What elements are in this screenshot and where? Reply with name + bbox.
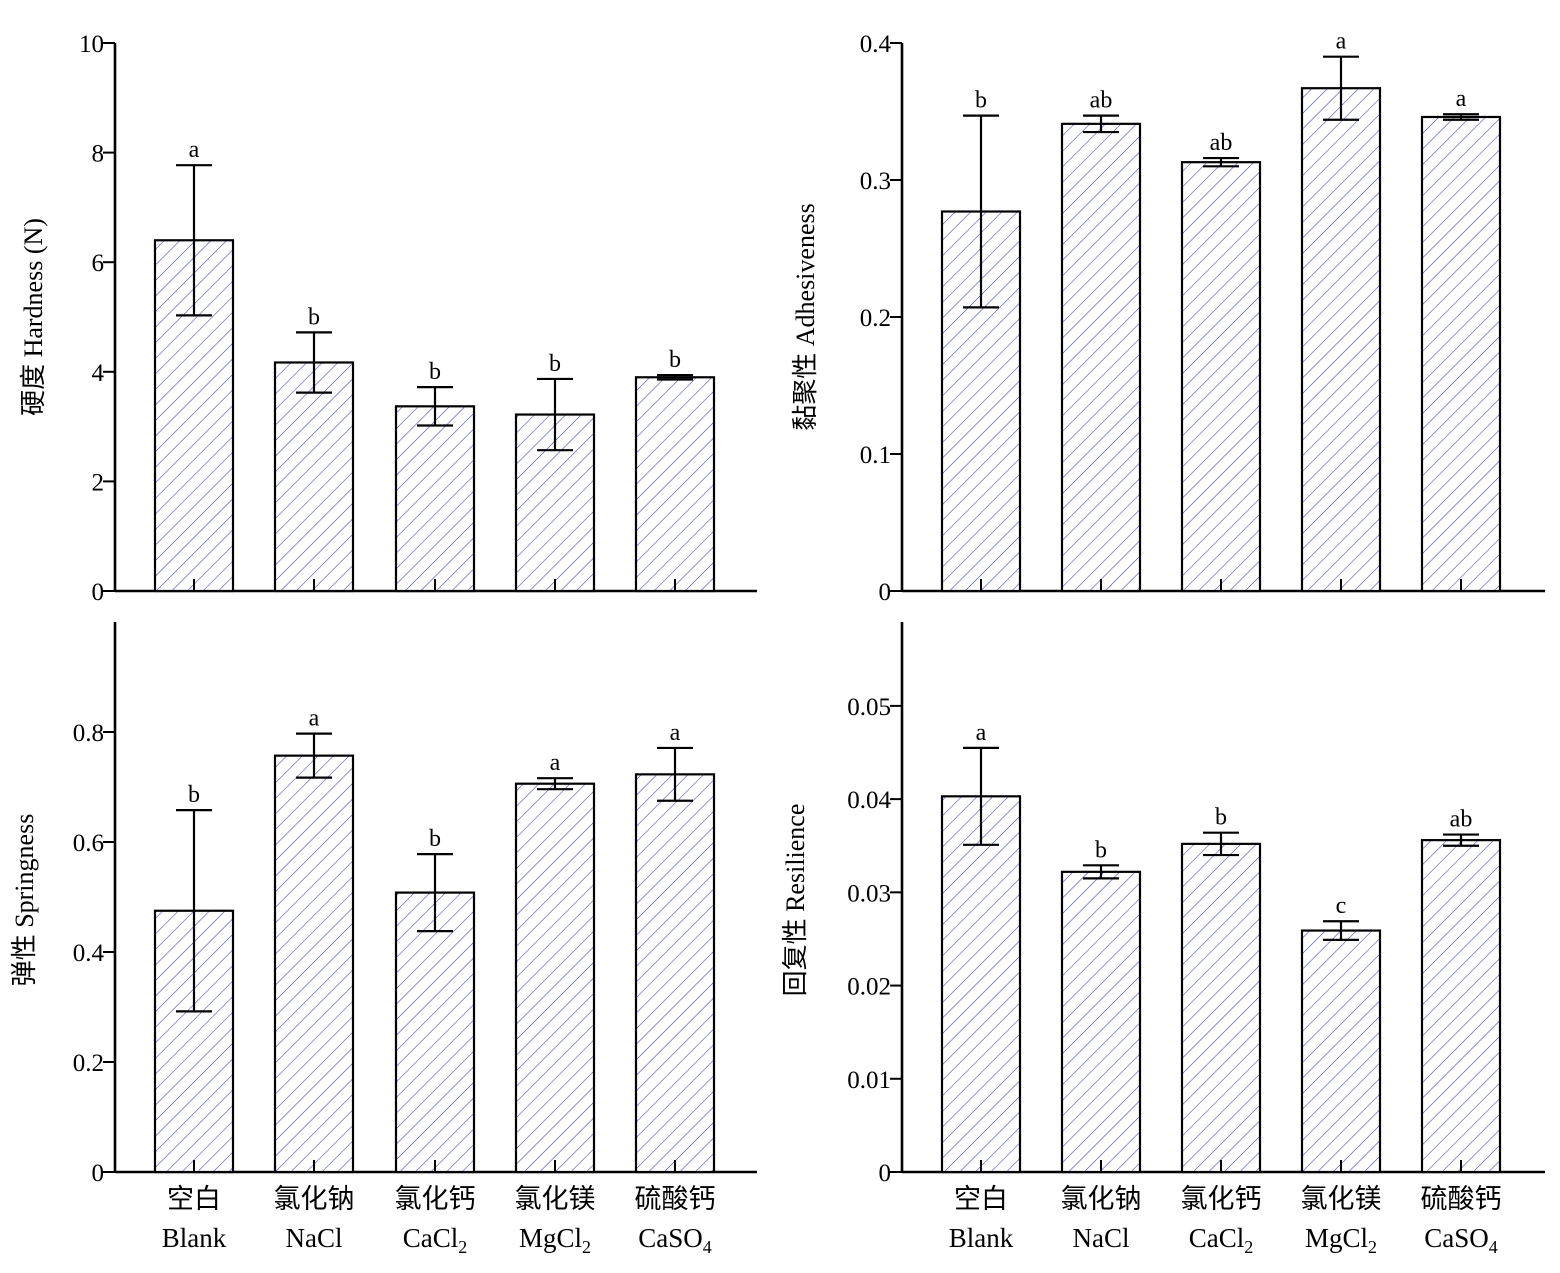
bar: [1180, 842, 1262, 1174]
category-label-en: MgCl2: [1305, 1223, 1377, 1257]
significance-letter: b: [188, 782, 200, 808]
bar: [1420, 839, 1502, 1174]
significance-letter: b: [308, 304, 320, 330]
category-label-en: NaCl: [286, 1223, 343, 1253]
y-tick-label: 0.01: [847, 1067, 891, 1094]
significance-letter: c: [1336, 893, 1347, 919]
bar: [634, 773, 716, 1174]
bar: [634, 376, 716, 593]
y-tick-label: 0.8: [73, 720, 104, 747]
significance-letter: a: [1456, 86, 1467, 112]
category-label-cn: 氯化钙: [1181, 1184, 1262, 1214]
category-label-en: NaCl: [1073, 1223, 1130, 1253]
category-label-en: CaSO4: [1424, 1223, 1498, 1257]
significance-letter: ab: [1090, 88, 1113, 114]
y-tick-label: 0: [879, 579, 892, 606]
y-tick-label: 0.2: [73, 1050, 104, 1077]
y-axis-title: 黏聚性 Adhesiveness: [791, 203, 820, 430]
category-label-en: CaCl2: [1189, 1223, 1254, 1257]
springness-panel: 0 0.2 0.4 0.6 0.8 弹性 Springness b a b a a 空白 Blank 氯化…: [10, 622, 757, 1257]
significance-letter: a: [550, 750, 561, 776]
y-axis-title: 弹性 Springness: [10, 814, 39, 987]
significance-letter: b: [429, 359, 441, 385]
bar: [394, 405, 476, 593]
significance-letter: a: [670, 720, 681, 746]
significance-letter: a: [309, 706, 320, 732]
category-label-cn: 氯化钠: [1061, 1184, 1142, 1214]
y-tick-label: 8: [92, 141, 105, 168]
y-tick-label: 2: [92, 469, 105, 496]
bar: [1420, 115, 1502, 593]
category-label-en: CaCl2: [403, 1223, 468, 1257]
category-label-cn: 空白: [954, 1184, 1008, 1214]
adhesiveness-panel: 0 0.1 0.2 0.3 0.4 黏聚性 Adhesiveness b ab ab a a: [791, 29, 1545, 606]
bar: [1300, 87, 1382, 593]
bar: [394, 891, 476, 1174]
y-tick-label: 6: [92, 250, 105, 277]
significance-letter: b: [975, 88, 987, 114]
category-label-cn: 氯化钙: [395, 1184, 476, 1214]
y-axis-title: 回复性 Resilience: [781, 804, 810, 997]
significance-letter: b: [669, 347, 681, 373]
bar: [1300, 929, 1382, 1174]
y-tick-label: 0: [879, 1160, 892, 1187]
y-axis-title: 硬度 Hardness (N): [19, 218, 48, 416]
category-label-cn: 硫酸钙: [635, 1184, 716, 1214]
significance-letter: b: [1215, 805, 1227, 831]
bar: [273, 754, 355, 1174]
y-tick-label: 0: [92, 579, 105, 606]
significance-letter: ab: [1450, 807, 1473, 833]
significance-letter: a: [1336, 29, 1347, 55]
y-tick-label: 0.6: [73, 830, 104, 857]
significance-letter: b: [429, 826, 441, 852]
bar: [273, 361, 355, 593]
bar: [1060, 122, 1142, 593]
significance-letter: ab: [1210, 130, 1233, 156]
category-label-en: Blank: [949, 1223, 1014, 1253]
bar: [1180, 161, 1262, 593]
bar: [940, 795, 1022, 1174]
y-tick-label: 0.03: [847, 880, 891, 907]
category-label-cn: 氯化钠: [274, 1184, 355, 1214]
y-tick-label: 0.4: [73, 940, 105, 967]
category-label-cn: 氯化镁: [515, 1184, 596, 1214]
y-tick-label: 4: [92, 360, 105, 387]
y-tick-label: 0.05: [847, 694, 891, 721]
category-label-cn: 硫酸钙: [1421, 1184, 1502, 1214]
significance-letter: b: [1095, 837, 1107, 863]
category-label-cn: 氯化镁: [1301, 1184, 1382, 1214]
y-tick-label: 0.2: [860, 305, 891, 332]
bar: [1060, 870, 1142, 1174]
significance-letter: a: [976, 720, 987, 746]
category-label-en: MgCl2: [519, 1223, 591, 1257]
y-tick-label: 0.04: [847, 787, 891, 814]
bar: [514, 782, 596, 1174]
category-label-en: Blank: [162, 1223, 227, 1253]
y-tick-label: 0.4: [860, 31, 892, 58]
category-label-en: CaSO4: [638, 1223, 712, 1257]
y-tick-label: 0: [92, 1160, 105, 1187]
hardness-panel: 0 2 4 6 8 10 硬度 Hardness (N) a b b b b: [19, 31, 757, 606]
y-tick-label: 0.1: [860, 442, 891, 469]
significance-letter: b: [549, 351, 561, 377]
y-tick-label: 0.3: [860, 168, 891, 195]
category-label-cn: 空白: [167, 1184, 221, 1214]
significance-letter: a: [189, 137, 200, 163]
y-tick-label: 10: [79, 31, 104, 58]
y-tick-label: 0.02: [847, 974, 891, 1001]
